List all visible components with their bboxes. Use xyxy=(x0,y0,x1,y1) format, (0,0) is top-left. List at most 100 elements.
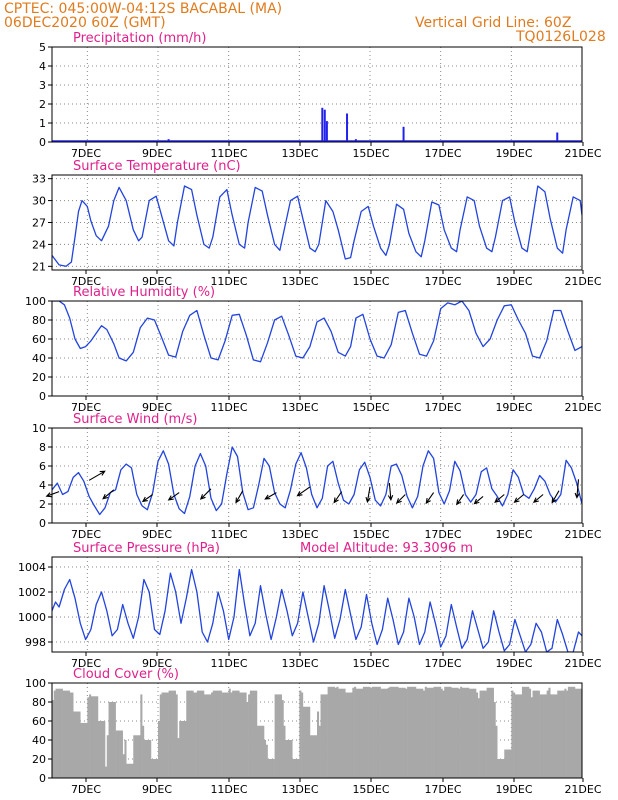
cloud-bar xyxy=(373,686,381,778)
x-tick-label: 7DEC xyxy=(71,147,101,160)
wind-vector xyxy=(551,490,560,504)
cloud-bar xyxy=(69,692,72,778)
wind-vector xyxy=(365,486,371,504)
cloud-bar xyxy=(398,687,406,778)
x-tick-label: 17DEC xyxy=(424,657,461,670)
x-tick-label: 17DEC xyxy=(424,275,461,288)
y-tick-label: 998 xyxy=(25,636,46,649)
cloud-bar xyxy=(80,722,88,778)
y-tick-label: 30 xyxy=(32,195,46,208)
cloud-bar xyxy=(195,692,198,778)
cloud-bar xyxy=(115,730,123,778)
cloud-bar xyxy=(122,754,125,778)
cloud-bar xyxy=(529,688,532,778)
x-tick-label: 11DEC xyxy=(210,147,247,160)
cloud-bar xyxy=(267,759,275,778)
panel-2: 0 20 40 60 80 100 7DEC 9DEC 11DEC 13DEC 15DEC 17DEC… xyxy=(25,285,602,414)
cloud-bar xyxy=(214,690,222,778)
panel-frame xyxy=(51,300,583,397)
x-tick-label: 15DEC xyxy=(352,783,389,796)
x-tick-label: 21DEC xyxy=(564,275,601,288)
cloud-bar xyxy=(566,690,569,778)
cloud-bar xyxy=(338,688,346,778)
y-tick-label: 80 xyxy=(32,696,46,709)
x-tick-label: 15DEC xyxy=(352,528,389,541)
cloud-bar xyxy=(159,694,162,778)
series-line xyxy=(52,301,582,363)
cloud-bar xyxy=(497,759,505,778)
cloud-bar xyxy=(479,690,487,778)
cloud-bar xyxy=(281,700,284,778)
cloud-bar xyxy=(442,690,445,778)
x-tick-label: 13DEC xyxy=(281,147,318,160)
cloud-bar xyxy=(407,686,410,778)
panel-frame xyxy=(51,46,583,143)
x-tick-label: 9DEC xyxy=(142,528,172,541)
panel-annotation: Model Altitude: 93.3096 m xyxy=(300,541,473,556)
x-tick-label: 11DEC xyxy=(210,275,247,288)
cloud-bar xyxy=(423,690,426,778)
cloud-bar xyxy=(161,692,169,778)
wind-vector xyxy=(387,483,394,502)
cloud-bar xyxy=(309,735,318,778)
wind-vector xyxy=(494,494,505,504)
y-tick-label: 33 xyxy=(32,173,46,186)
cloud-bar xyxy=(548,687,551,778)
y-tick-label: 2 xyxy=(39,498,46,511)
precip-bar xyxy=(323,109,326,142)
cloud-bar xyxy=(301,692,304,778)
cloud-bar xyxy=(521,686,530,778)
precip-bar xyxy=(321,107,324,142)
cloud-bar xyxy=(150,759,159,778)
cloud-bar xyxy=(355,688,364,778)
x-tick-label: 19DEC xyxy=(495,783,532,796)
cloud-bar xyxy=(493,702,496,778)
header-grid-note: Vertical Grid Line: 60Z xyxy=(415,15,572,31)
panel-title: Relative Humidity (%) xyxy=(73,285,215,300)
cloud-bar xyxy=(336,686,339,778)
precip-bar xyxy=(556,132,559,142)
cloud-bar xyxy=(256,725,265,778)
cloud-bar xyxy=(186,690,194,778)
cloud-bar xyxy=(334,687,337,778)
y-tick-label: 0 xyxy=(39,772,46,785)
y-tick-label: 40 xyxy=(32,734,46,747)
x-tick-label: 15DEC xyxy=(352,657,389,670)
cloud-bar xyxy=(426,687,434,778)
panel-1: 21 24 27 30 33 7DEC 9DEC 11DEC 13DEC 15DEC 17DEC 19… xyxy=(32,159,602,288)
x-tick-label: 21DEC xyxy=(564,528,601,541)
cloud-bar xyxy=(567,686,576,778)
x-tick-label: 13DEC xyxy=(281,528,318,541)
x-tick-label: 15DEC xyxy=(352,147,389,160)
x-tick-label: 19DEC xyxy=(495,657,532,670)
cloud-bar xyxy=(249,690,258,778)
x-tick-label: 21DEC xyxy=(564,147,601,160)
wind-vector xyxy=(45,491,60,498)
cloud-bar xyxy=(265,744,268,778)
wind-vector xyxy=(88,470,106,481)
cloud-bar xyxy=(424,686,427,778)
wind-vector xyxy=(532,494,544,504)
y-tick-label: 2 xyxy=(39,98,46,111)
cloud-bar xyxy=(477,698,480,778)
x-tick-label: 15DEC xyxy=(352,275,389,288)
precip-bar xyxy=(325,121,328,142)
y-tick-label: 80 xyxy=(32,314,46,327)
cloud-bar xyxy=(89,694,92,778)
cloud-bar xyxy=(239,692,247,778)
y-tick-label: 0 xyxy=(39,517,46,530)
cloud-bar xyxy=(318,725,321,778)
wind-vector xyxy=(395,494,406,504)
cloud-bar xyxy=(362,686,371,778)
cloud-bar xyxy=(105,766,108,778)
cloud-bar xyxy=(539,694,547,778)
y-tick-label: 100 xyxy=(25,295,46,308)
cloud-bar xyxy=(193,692,196,778)
wind-vector xyxy=(102,489,115,500)
series-line xyxy=(52,446,582,516)
cloud-bar xyxy=(212,690,215,778)
cloud-bar xyxy=(126,763,134,778)
cloud-bar xyxy=(53,690,56,778)
cloud-bar xyxy=(371,686,374,778)
